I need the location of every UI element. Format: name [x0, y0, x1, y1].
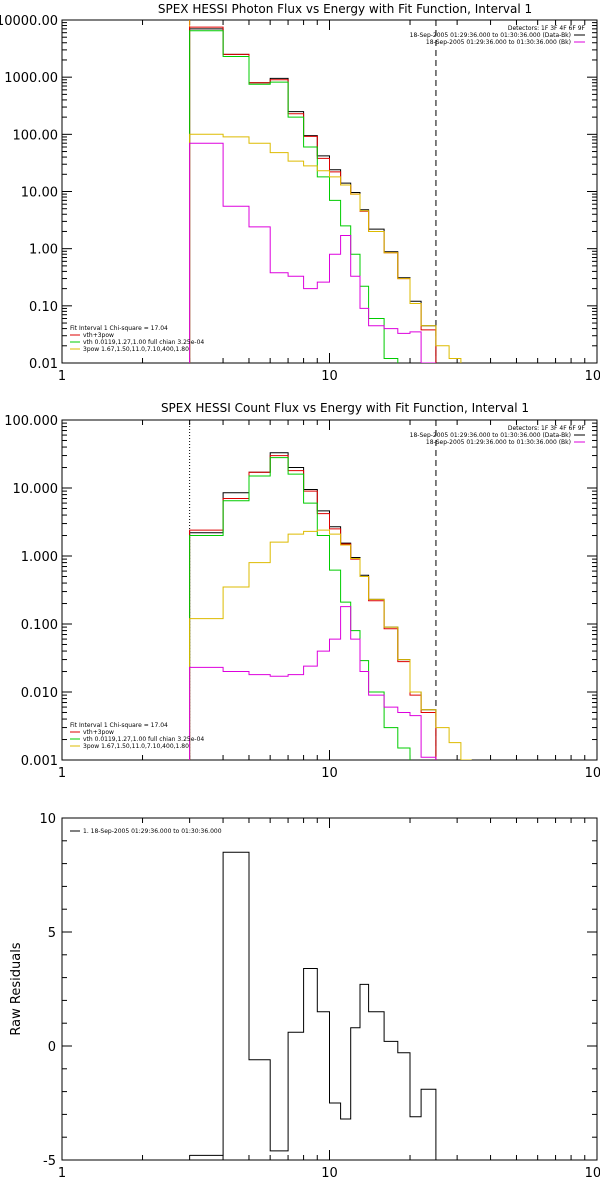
series-line	[189, 142, 436, 363]
series-line	[189, 30, 411, 363]
y-tick-label: 10.000	[13, 482, 59, 497]
legend-entry: Detectors: 1F 3F 4F 6F 9F	[508, 25, 586, 32]
y-tick-label: 5	[48, 926, 56, 941]
legend-entry: vth 0.0119,1.27,1.00 full chian 3.25e-04	[83, 736, 204, 743]
x-tick-label: 1	[58, 766, 66, 781]
x-tick-label: 100	[585, 1166, 600, 1181]
y-tick-label: 0.100	[21, 618, 58, 633]
legend-entry: vth 0.0119,1.27,1.00 full chian 3.25e-04	[83, 339, 204, 346]
legend-entry: 18-Sep-2005 01:29:36.000 to 01:30:36.000…	[410, 32, 571, 39]
x-tick-label: 10	[321, 1166, 338, 1181]
x-tick-label: 1	[58, 369, 66, 384]
plot-area	[189, 851, 437, 1160]
y-tick-label: 100.00	[13, 128, 59, 143]
series-line	[189, 529, 472, 760]
y-tick-label: 0.10	[29, 300, 58, 315]
y-tick-label: 0.010	[21, 686, 58, 701]
y-tick-label: -5	[43, 1154, 56, 1169]
y-tick-label: 10	[39, 812, 56, 827]
series-line	[189, 26, 450, 363]
y-axis-label: Raw Residuals	[9, 942, 24, 1035]
y-tick-label: 0	[48, 1040, 56, 1055]
legend-entry: 1. 18-Sep-2005 01:29:36.000 to 01:30:36.…	[83, 828, 222, 835]
legend-entry: 3pow 1.67,1.50,11.0,7.10,400,1.80	[83, 346, 189, 353]
chart-title: SPEX HESSI Photon Flux vs Energy with Fi…	[158, 2, 532, 16]
plot-area	[189, 420, 472, 760]
y-tick-label: 1.00	[29, 243, 58, 258]
plot-frame	[61, 817, 598, 1161]
y-tick-label: 1000.00	[4, 71, 58, 86]
x-tick-label: 10	[321, 369, 338, 384]
plot-frame	[61, 419, 598, 761]
legend-entry: Detectors: 1F 3F 4F 6F 9F	[508, 425, 586, 432]
legend-entry: 18-Sep-2005 01:29:36.000 to 01:30:36.000…	[426, 39, 571, 46]
legend-entry: Fit Interval 1 Chi-square = 17.04	[70, 722, 168, 729]
series-line	[189, 455, 437, 760]
y-tick-label: 100.000	[4, 414, 58, 429]
photon-flux-panel: SPEX HESSI Photon Flux vs Energy with Fi…	[0, 2, 600, 384]
x-tick-label: 10	[321, 766, 338, 781]
x-tick-label: 100	[585, 766, 600, 781]
y-tick-label: 10000.00	[0, 14, 58, 29]
residuals-panel: 1 10 100 10 5 0 -5 Raw Residuals 1. 18-Sep-2005 …	[9, 812, 600, 1181]
y-tick-label: 0.001	[21, 754, 58, 769]
count-flux-panel: SPEX HESSI Count Flux vs Energy with Fit…	[4, 401, 600, 781]
y-tick-label: 10.00	[21, 186, 58, 201]
y-tick-label: 1.000	[21, 550, 58, 565]
legend-entry: 3pow 1.67,1.50,11.0,7.10,400,1.80	[83, 743, 189, 750]
legend-entry: vth+3pow	[83, 729, 114, 736]
series-line	[189, 606, 437, 760]
series-line	[189, 133, 462, 363]
y-tick-label: 0.01	[29, 357, 58, 372]
legend-entry: 18-Sep-2005 01:29:36.000 to 01:30:36.000…	[426, 439, 571, 446]
series-line	[189, 851, 437, 1160]
plot-area	[189, 20, 462, 363]
legend-entry: Fit Interval 1 Chi-square = 17.04	[70, 325, 168, 332]
x-tick-label: 100	[585, 369, 600, 384]
series-line	[189, 28, 450, 363]
x-tick-label: 1	[58, 1166, 66, 1181]
legend-entry: vth+3pow	[83, 332, 114, 339]
chart-title: SPEX HESSI Count Flux vs Energy with Fit…	[161, 401, 529, 415]
legend-entry: 18-Sep-2005 01:29:36.000 to 01:30:36.000…	[410, 432, 571, 439]
